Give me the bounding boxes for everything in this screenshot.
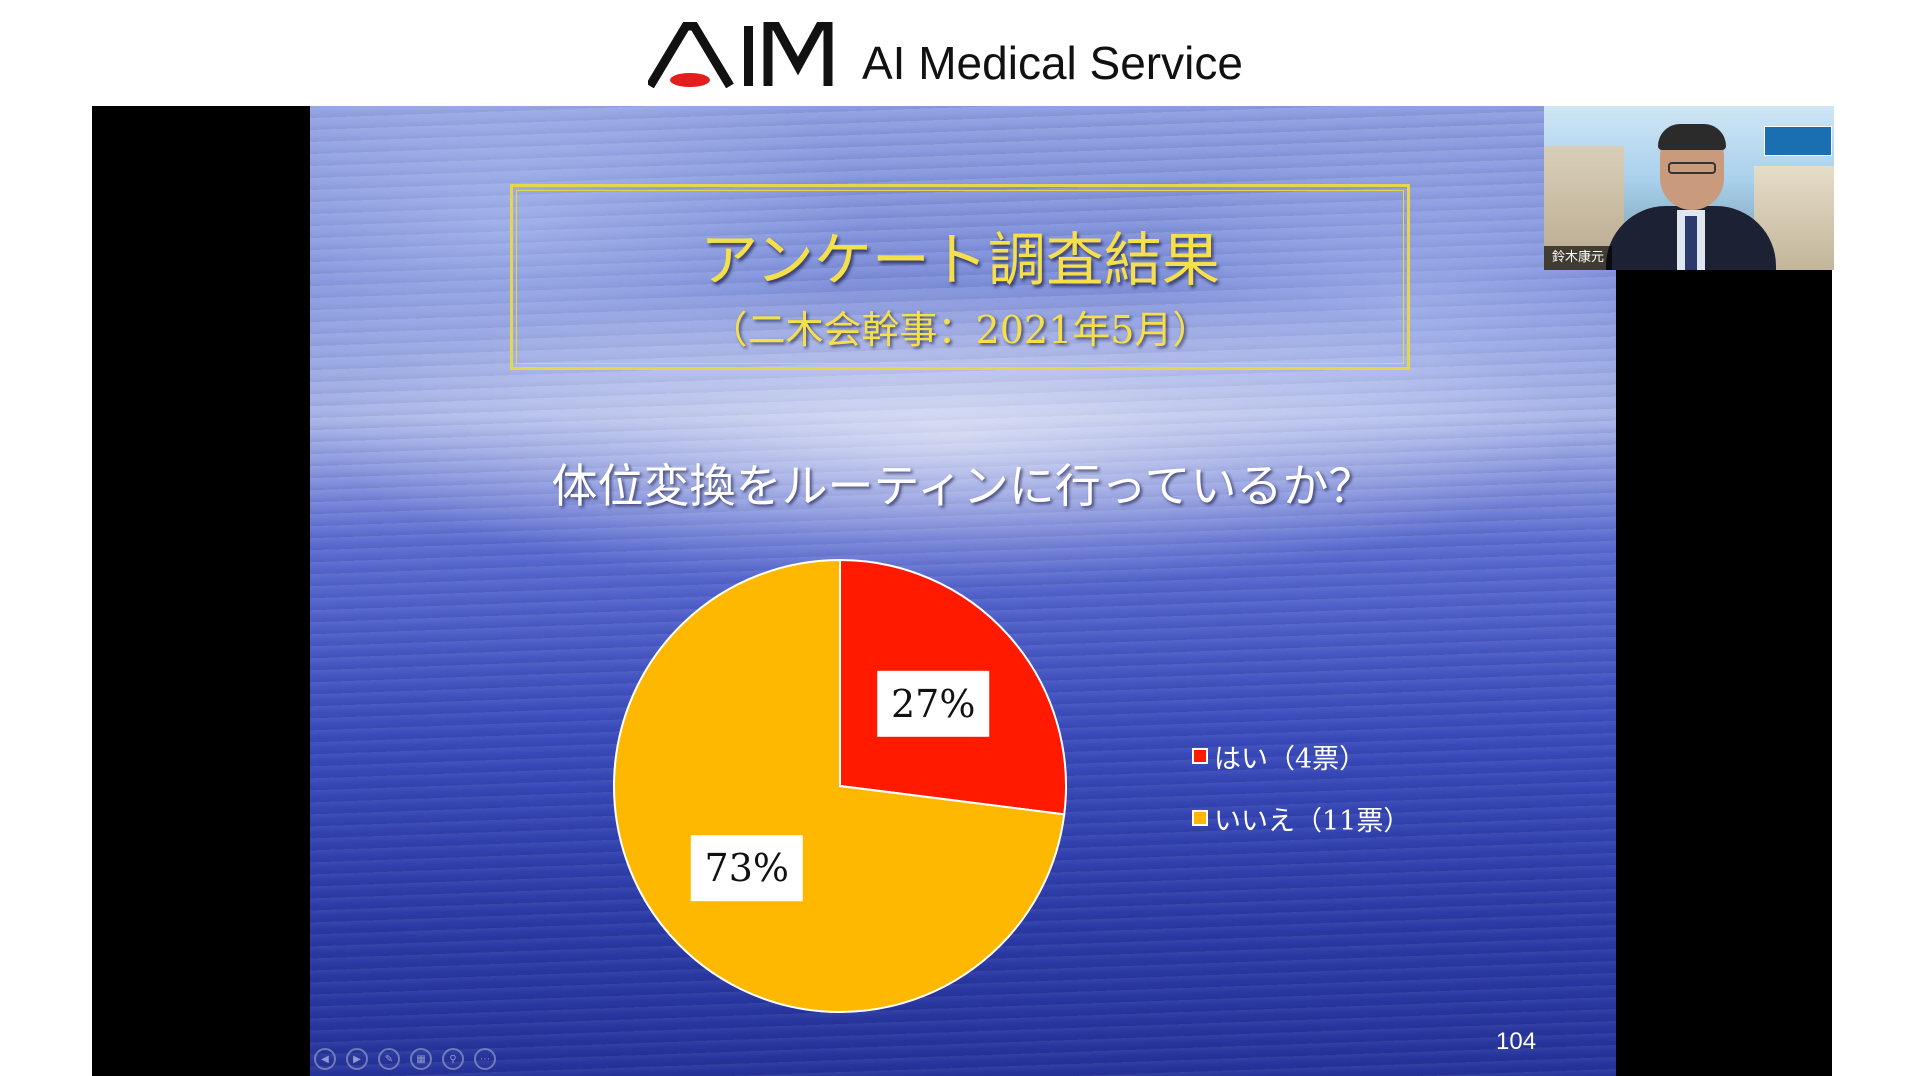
participant-video[interactable]: 鈴木康元: [1544, 106, 1834, 270]
more-icon[interactable]: ⋯: [474, 1048, 496, 1070]
legend-item-0: はい（4票）: [1192, 736, 1410, 776]
chart-legend: はい（4票） いいえ（11票）: [1192, 736, 1410, 860]
previous-icon[interactable]: ◀: [314, 1048, 336, 1070]
slide-title: アンケート調査結果: [700, 226, 1220, 294]
page-number: 104: [1496, 1028, 1537, 1055]
background-banner: [1764, 126, 1832, 156]
aim-logo-icon: [648, 22, 833, 88]
slideshow-controls: ◀ ▶ ✎ ▦ ⚲ ⋯: [314, 1048, 496, 1070]
pen-icon[interactable]: ✎: [378, 1048, 400, 1070]
title-frame: アンケート調査結果 （二木会幹事：2021年5月）: [510, 184, 1410, 370]
legend-label: いいえ（11票）: [1214, 805, 1411, 837]
participant-name: 鈴木康元: [1544, 246, 1613, 270]
brand-name: AI Medical Service: [862, 37, 1243, 89]
participant-glasses: [1668, 162, 1716, 174]
zoom-icon[interactable]: ⚲: [442, 1048, 464, 1070]
participant-hair: [1658, 124, 1726, 150]
legend-swatch: [1192, 748, 1208, 764]
survey-question: 体位変換をルーティンに行っているか？: [551, 459, 1375, 513]
slide-subtitle: （二木会幹事：2021年5月）: [709, 308, 1211, 352]
legend-swatch: [1192, 810, 1208, 826]
next-icon[interactable]: ▶: [346, 1048, 368, 1070]
legend-label: はい（4票）: [1214, 743, 1367, 775]
participant-tie: [1685, 216, 1697, 270]
pie-data-label-0: 27%: [877, 670, 990, 737]
svg-text:73%: 73%: [705, 846, 789, 890]
presentation-slide: アンケート調査結果 （二木会幹事：2021年5月） 体位変換をルーティンに行って…: [310, 106, 1616, 1076]
pie-data-label-1: 73%: [690, 835, 803, 902]
app-header: AI Medical Service: [0, 0, 1916, 106]
svg-text:27%: 27%: [891, 682, 975, 726]
pie-chart: 27% 73%: [613, 558, 1067, 1013]
legend-item-1: いいえ（11票）: [1192, 798, 1410, 838]
slides-icon[interactable]: ▦: [410, 1048, 432, 1070]
